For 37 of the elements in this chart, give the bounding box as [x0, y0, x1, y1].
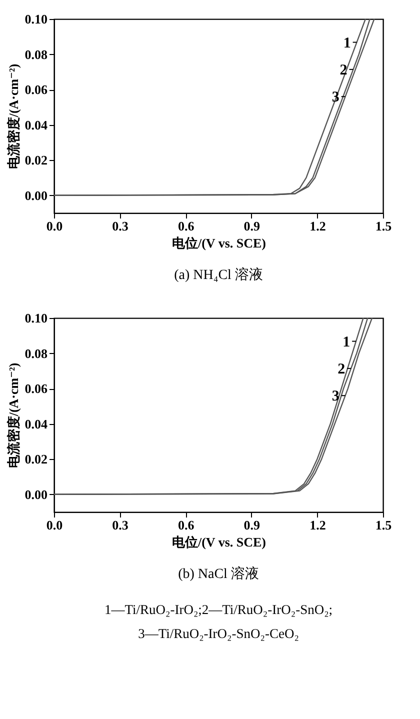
- x-tick-label: 0.0: [46, 218, 63, 234]
- y-tick-label: 0.04: [24, 117, 48, 132]
- series-label: 1: [342, 334, 350, 350]
- x-tick-label: 0.3: [112, 518, 129, 532]
- series-label: 3: [332, 388, 340, 405]
- y-tick-label: 0.08: [24, 46, 48, 62]
- y-tick-label: 0.06: [24, 381, 48, 396]
- y-tick-label: 0.00: [24, 486, 48, 502]
- series-label: 2: [338, 361, 346, 378]
- y-axis-title: 电流密度/(A·cm⁻²): [6, 362, 21, 468]
- series-label: 1: [343, 35, 351, 52]
- x-tick-label: 1.5: [375, 518, 392, 532]
- x-tick-label: 1.2: [310, 218, 326, 234]
- x-axis-title: 电位/(V vs. SCE): [172, 236, 266, 250]
- x-tick-label: 0.9: [244, 518, 261, 532]
- text: 1—Ti/RuO₂-IrO₂;2—Ti/RuO₂-IrO₂-SnO₂;: [104, 602, 333, 617]
- series-label: 2: [340, 62, 348, 78]
- y-tick-label: 0.04: [24, 416, 48, 432]
- x-tick-label: 0.6: [178, 518, 195, 532]
- x-axis-title: 电位/(V vs. SCE): [172, 534, 266, 550]
- y-axis-title: 电流密度/(A·cm⁻²): [6, 64, 21, 170]
- x-tick-label: 0.6: [178, 218, 195, 234]
- text: 3—Ti/RuO₂-IrO₂-SnO₂-CeO₂: [138, 626, 299, 641]
- y-tick-label: 0.00: [24, 188, 48, 203]
- y-tick-label: 0.10: [24, 12, 48, 26]
- text: (a) NH₄Cl 溶液: [174, 267, 263, 283]
- text: (b) NaCl 溶液: [178, 566, 259, 582]
- x-tick-label: 0.3: [112, 218, 129, 234]
- y-tick-label: 0.10: [24, 310, 48, 326]
- x-tick-label: 1.2: [310, 518, 326, 532]
- y-tick-label: 0.02: [24, 152, 48, 168]
- y-tick-label: 0.06: [24, 82, 48, 98]
- x-tick-label: 0.9: [244, 218, 261, 234]
- y-tick-label: 0.08: [24, 346, 48, 361]
- y-tick-label: 0.02: [24, 452, 48, 467]
- x-tick-label: 1.5: [375, 218, 392, 234]
- x-tick-label: 0.0: [46, 518, 63, 532]
